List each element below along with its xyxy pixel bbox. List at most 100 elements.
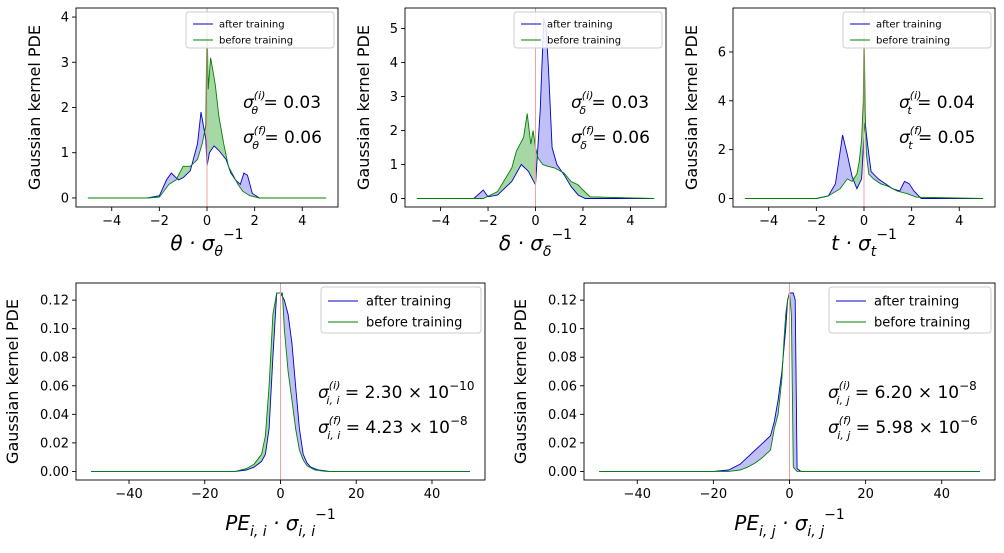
y-tick-label: 2 (390, 124, 398, 139)
x-tick-label: 0 (785, 487, 793, 502)
y-tick-label: 0.04 (40, 408, 69, 423)
y-axis-label: Gaussian kernel PDE (511, 299, 530, 464)
plot-area (599, 283, 980, 480)
legend: after training before training (828, 286, 992, 334)
legend-box (185, 11, 335, 49)
x-tick-label: 2 (907, 214, 915, 229)
fill-after-above (474, 19, 562, 199)
chart-panel-2: −4 −2 0 2 4 0 1 2 3 4 5 Gaussian kernel PDE δ · σδ−1… (354, 7, 667, 260)
chart-panel-3: −4 −2 0 2 4 0 2 4 6 Gaussian kernel PDE t · σt−1 σ(… (682, 7, 996, 260)
legend: after training before training (513, 11, 663, 49)
x-tick-label: 0 (531, 214, 539, 229)
series-before-training (91, 292, 470, 472)
y-tick-label: 3 (61, 56, 69, 71)
fill-after-above (714, 293, 801, 472)
y-tick-label: 0.04 (548, 408, 577, 423)
series-after-training (744, 122, 984, 199)
sigma-annotation-1: σ(i) i, j = 6.20 × 10−8 (828, 379, 977, 407)
plot-area (91, 283, 470, 480)
x-tick-label: −40 (115, 487, 142, 502)
y-tick-label: 0.12 (548, 294, 577, 309)
y-tick-label: 1 (61, 146, 69, 161)
x-tick-label: 4 (955, 214, 963, 229)
legend-box (842, 11, 992, 49)
x-tick-label: −40 (624, 487, 651, 502)
series-after-training (416, 18, 655, 199)
legend-box (828, 286, 992, 334)
x-tick-label: 4 (626, 214, 634, 229)
sigma-annotation-2: σ(f) δ = 0.06 (571, 124, 650, 152)
x-axis-label: PEi, j · σi, j−1 (734, 507, 844, 540)
y-tick-label: 4 (390, 56, 398, 71)
series-before-training (599, 292, 980, 472)
legend-after-label: after training (876, 20, 942, 31)
x-axis-label: t · σt−1 (831, 227, 897, 260)
x-tick-label: −20 (191, 487, 218, 502)
y-axis-label: Gaussian kernel PDE (25, 25, 44, 190)
x-tick-label: −4 (102, 214, 121, 229)
x-tick-label: −4 (431, 214, 450, 229)
x-tick-label: 40 (933, 487, 950, 502)
x-tick-label: 2 (579, 214, 587, 229)
y-axis-label: Gaussian kernel PDE (682, 25, 701, 190)
y-tick-label: 0.08 (40, 351, 69, 366)
fill-after-above (147, 113, 259, 198)
sigma-annotation-1: σ(i) t = 0.04 (899, 89, 975, 117)
x-axis-label: θ · σθ−1 (170, 227, 243, 260)
fill-after-above (282, 297, 329, 472)
y-tick-label: 0.10 (548, 322, 577, 337)
y-tick-label: 0.12 (40, 294, 69, 309)
legend-after-label: after training (366, 295, 451, 310)
sigma-annotation-2: σ(f) θ = 0.06 (243, 124, 322, 152)
legend-before-label: before training (547, 36, 621, 47)
y-tick-label: 0 (61, 191, 69, 206)
series-after-training (91, 292, 470, 472)
x-tick-label: 20 (857, 487, 874, 502)
x-tick-label: −2 (150, 214, 169, 229)
series-before-training (416, 113, 655, 199)
legend-before-label: before training (874, 316, 970, 331)
legend-after-label: after training (219, 20, 285, 31)
x-tick-label: 40 (424, 487, 441, 502)
chart-panel-5: −40 −20 0 20 40 0.00 0.02 0.04 0.06 0.08 0.10 0.12 G… (511, 282, 996, 540)
x-tick-label: −2 (478, 214, 497, 229)
legend: after training before training (320, 286, 482, 334)
y-axis-label: Gaussian kernel PDE (3, 299, 22, 464)
y-tick-label: 0.02 (40, 436, 69, 451)
y-tick-label: 0.02 (548, 436, 577, 451)
x-tick-label: 0 (203, 214, 211, 229)
y-tick-label: 6 (718, 45, 726, 60)
legend-before-label: before training (219, 36, 293, 47)
sigma-annotation-1: σ(i) i, i = 2.30 × 10−10 (318, 379, 474, 407)
y-tick-label: 1 (390, 158, 398, 173)
x-tick-label: 0 (276, 487, 284, 502)
chart-panel-4: −40 −20 0 20 40 0.00 0.02 0.04 0.06 0.08 0.10 0.12 G… (3, 282, 486, 540)
sigma-annotation-2: σ(f) i, i = 4.23 × 10−8 (318, 414, 468, 442)
legend: after training before training (842, 11, 992, 49)
y-tick-label: 2 (718, 143, 726, 158)
y-tick-label: 0.08 (548, 351, 577, 366)
fill-after-above (828, 129, 920, 198)
sigma-annotation-1: σ(i) θ = 0.03 (243, 89, 321, 117)
x-tick-label: −4 (759, 214, 778, 229)
y-tick-label: 4 (61, 11, 69, 26)
legend-after-label: after training (874, 295, 959, 310)
x-axis-label: δ · σδ−1 (499, 227, 572, 260)
sigma-annotation-1: σ(i) δ = 0.03 (571, 89, 649, 117)
x-axis-label: PEi, i · σi, i−1 (225, 507, 335, 540)
y-tick-label: 0 (390, 192, 398, 207)
x-tick-label: −20 (700, 487, 727, 502)
legend-before-label: before training (366, 316, 462, 331)
legend-after-label: after training (547, 20, 613, 31)
y-tick-label: 3 (390, 90, 398, 105)
sigma-annotation-2: σ(f) t = 0.05 (899, 124, 975, 152)
y-tick-label: 0.06 (40, 379, 69, 394)
y-tick-label: 0 (718, 192, 726, 207)
y-axis-label: Gaussian kernel PDE (354, 25, 373, 190)
series-after-training (599, 292, 980, 472)
y-tick-label: 2 (61, 101, 69, 116)
x-tick-label: 20 (348, 487, 365, 502)
sigma-annotation-2: σ(f) i, j = 5.98 × 10−6 (828, 414, 978, 442)
y-tick-label: 4 (718, 94, 726, 109)
